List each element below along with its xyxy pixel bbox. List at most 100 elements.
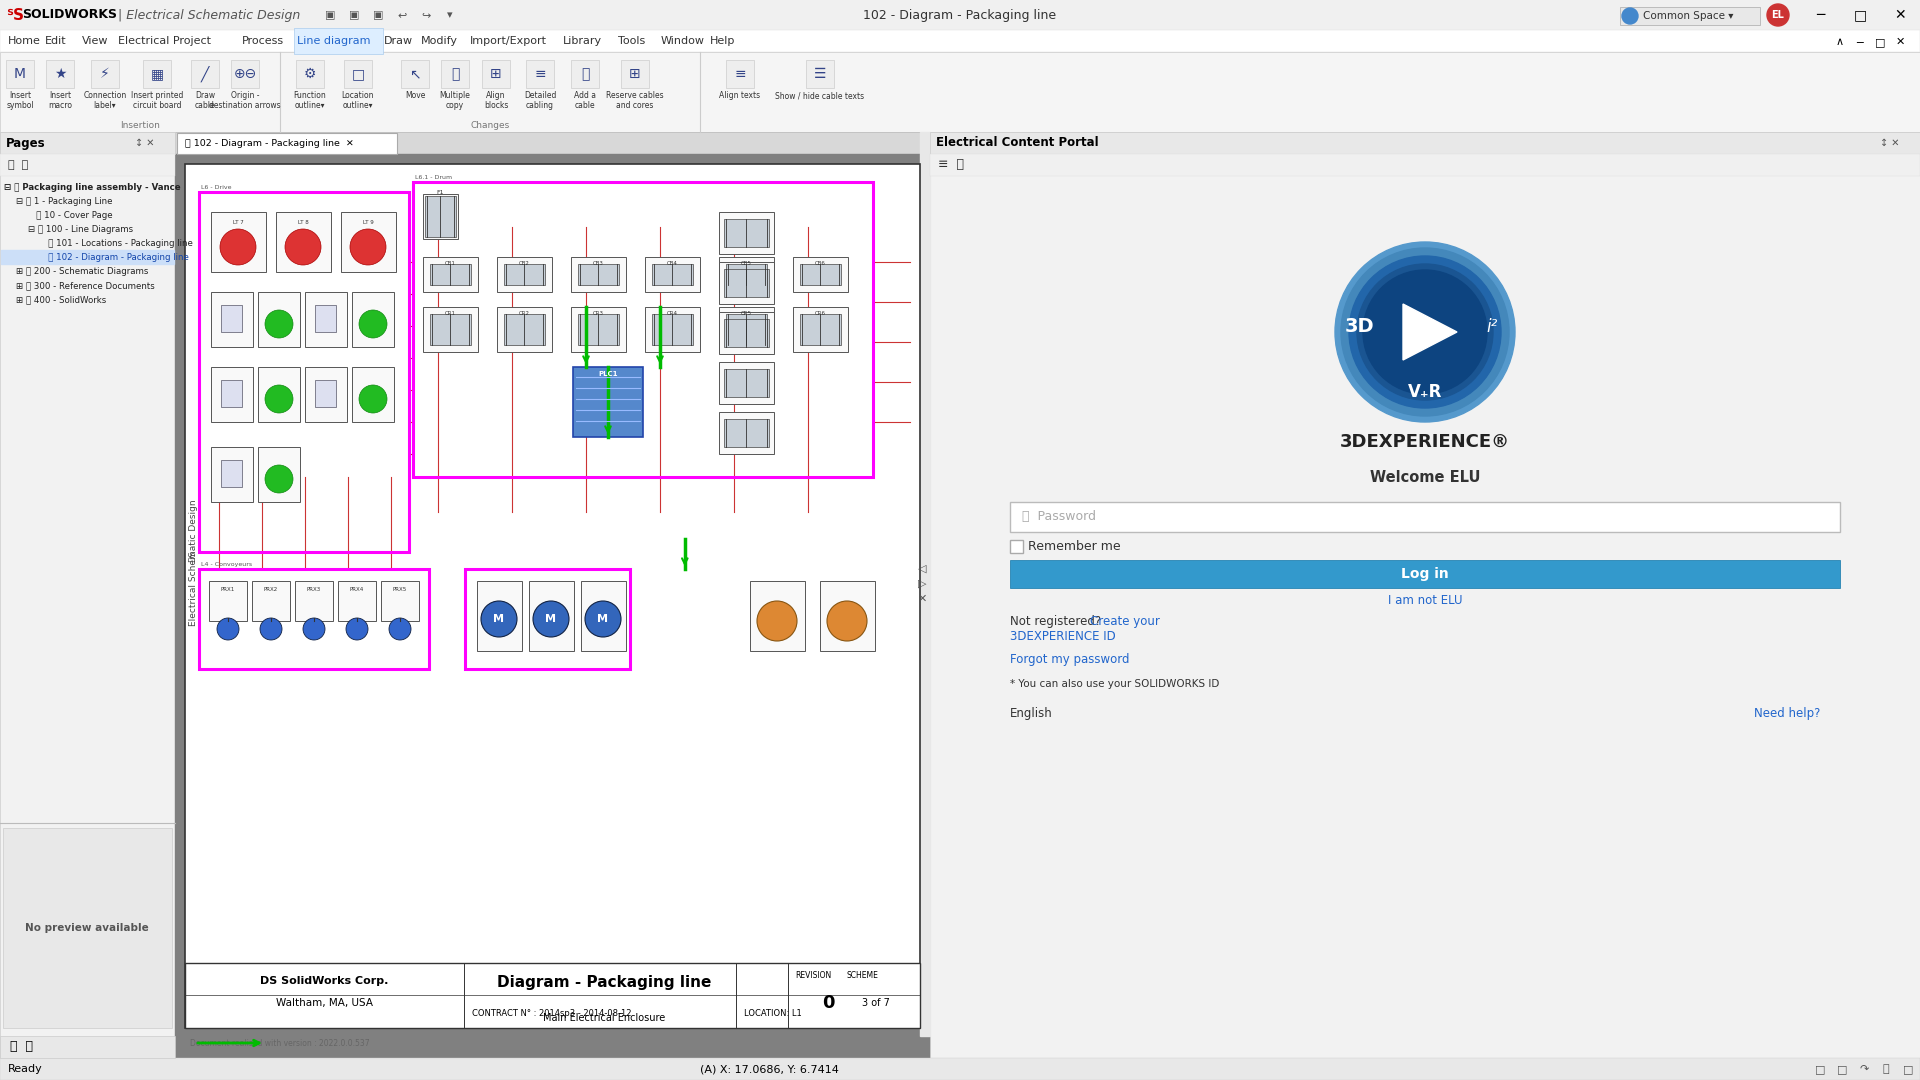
Bar <box>257 367 300 422</box>
Text: EL: EL <box>1772 10 1784 21</box>
Circle shape <box>303 618 324 640</box>
Text: Draw: Draw <box>196 92 215 100</box>
Text: symbol: symbol <box>6 100 35 109</box>
Bar <box>305 367 348 422</box>
Text: ▣: ▣ <box>372 10 384 21</box>
Bar <box>0 52 1920 132</box>
Bar <box>430 314 470 345</box>
Text: DS SolidWorks Corp.: DS SolidWorks Corp. <box>261 976 390 986</box>
Text: label▾: label▾ <box>94 100 117 109</box>
Text: ≡: ≡ <box>534 67 545 81</box>
Bar <box>175 154 929 1058</box>
Text: Pages: Pages <box>6 136 46 149</box>
Text: SOLIDWORKS: SOLIDWORKS <box>21 9 117 22</box>
Bar <box>211 367 253 422</box>
Text: 🔍  🔄: 🔍 🔄 <box>10 1040 33 1053</box>
Text: Insert printed: Insert printed <box>131 92 182 100</box>
Text: Help: Help <box>710 36 735 46</box>
Bar <box>476 581 522 651</box>
Bar <box>221 305 242 332</box>
Text: outline▾: outline▾ <box>344 100 372 109</box>
Bar <box>724 219 770 247</box>
Bar <box>0 0 1920 30</box>
Text: PRX4: PRX4 <box>349 588 365 592</box>
Bar <box>294 28 382 54</box>
Bar <box>315 305 336 332</box>
Circle shape <box>534 600 568 637</box>
Text: L6.1 - Drum: L6.1 - Drum <box>415 175 451 180</box>
Text: Electrical Content Portal: Electrical Content Portal <box>937 136 1098 149</box>
Bar <box>211 292 253 347</box>
Text: Main Electrical Enclosure: Main Electrical Enclosure <box>543 1013 664 1023</box>
Bar <box>413 183 874 477</box>
Bar <box>718 307 774 352</box>
Text: Electrical Project: Electrical Project <box>119 36 211 46</box>
Bar <box>497 257 553 292</box>
Text: Detailed: Detailed <box>524 92 557 100</box>
Circle shape <box>1334 242 1515 422</box>
Bar <box>726 314 766 345</box>
Text: ☰: ☰ <box>814 67 826 81</box>
Text: 3DEXPERIENCE®: 3DEXPERIENCE® <box>1340 433 1509 451</box>
Bar <box>6 60 35 87</box>
Text: Create your: Create your <box>1091 616 1160 629</box>
Text: ⊞ 📁 400 - SolidWorks: ⊞ 📁 400 - SolidWorks <box>15 296 106 305</box>
Bar <box>718 212 774 254</box>
Bar <box>200 192 409 552</box>
Text: ⊟ 📁 1 - Packaging Line: ⊟ 📁 1 - Packaging Line <box>15 198 113 206</box>
Text: Align texts: Align texts <box>720 92 760 100</box>
Bar <box>570 307 626 352</box>
Text: Waltham, MA, USA: Waltham, MA, USA <box>276 998 372 1008</box>
Text: LT 8: LT 8 <box>298 220 309 225</box>
Text: CB5: CB5 <box>741 261 751 266</box>
Bar <box>653 264 693 285</box>
Circle shape <box>756 600 797 642</box>
Text: Insert: Insert <box>10 92 31 100</box>
Text: ⊞ 📁 300 - Reference Documents: ⊞ 📁 300 - Reference Documents <box>15 282 156 291</box>
Bar <box>200 569 428 669</box>
Bar <box>0 132 175 154</box>
Bar <box>645 257 701 292</box>
Text: CR1: CR1 <box>445 311 455 316</box>
Text: 🔒  Password: 🔒 Password <box>1021 511 1096 524</box>
Bar <box>211 447 253 502</box>
Text: M: M <box>597 615 609 624</box>
Text: CB1: CB1 <box>445 261 455 266</box>
Bar <box>2 249 175 264</box>
Bar <box>344 60 372 87</box>
Text: M: M <box>545 615 557 624</box>
Bar <box>929 132 1920 154</box>
Text: □: □ <box>1874 37 1885 48</box>
Bar <box>422 257 478 292</box>
Bar <box>724 319 770 347</box>
Text: outline▾: outline▾ <box>296 100 324 109</box>
Bar <box>211 212 267 272</box>
Text: ≡  🔄: ≡ 🔄 <box>939 159 964 172</box>
Circle shape <box>265 310 294 338</box>
Text: PRX5: PRX5 <box>394 588 407 592</box>
Bar <box>645 307 701 352</box>
Text: L6 - Drive: L6 - Drive <box>202 185 232 190</box>
Bar <box>175 132 929 154</box>
Bar <box>380 581 419 621</box>
Text: Insert: Insert <box>48 92 71 100</box>
Bar <box>257 292 300 347</box>
Text: Welcome ELU: Welcome ELU <box>1369 470 1480 485</box>
Bar <box>929 154 1920 176</box>
Bar <box>230 60 259 87</box>
Bar <box>401 60 428 87</box>
Bar <box>90 60 119 87</box>
Bar <box>718 262 774 303</box>
Bar <box>296 581 332 621</box>
Text: macro: macro <box>48 100 73 109</box>
Text: DS: DS <box>188 550 198 562</box>
Text: * You can also use your SOLIDWORKS ID: * You can also use your SOLIDWORKS ID <box>1010 679 1219 689</box>
Text: cable: cable <box>574 100 595 109</box>
Bar <box>503 314 545 345</box>
Circle shape <box>1350 256 1501 408</box>
Bar <box>582 581 626 651</box>
Bar <box>801 314 841 345</box>
Bar <box>578 264 618 285</box>
Bar <box>0 1058 1920 1080</box>
Circle shape <box>217 618 238 640</box>
